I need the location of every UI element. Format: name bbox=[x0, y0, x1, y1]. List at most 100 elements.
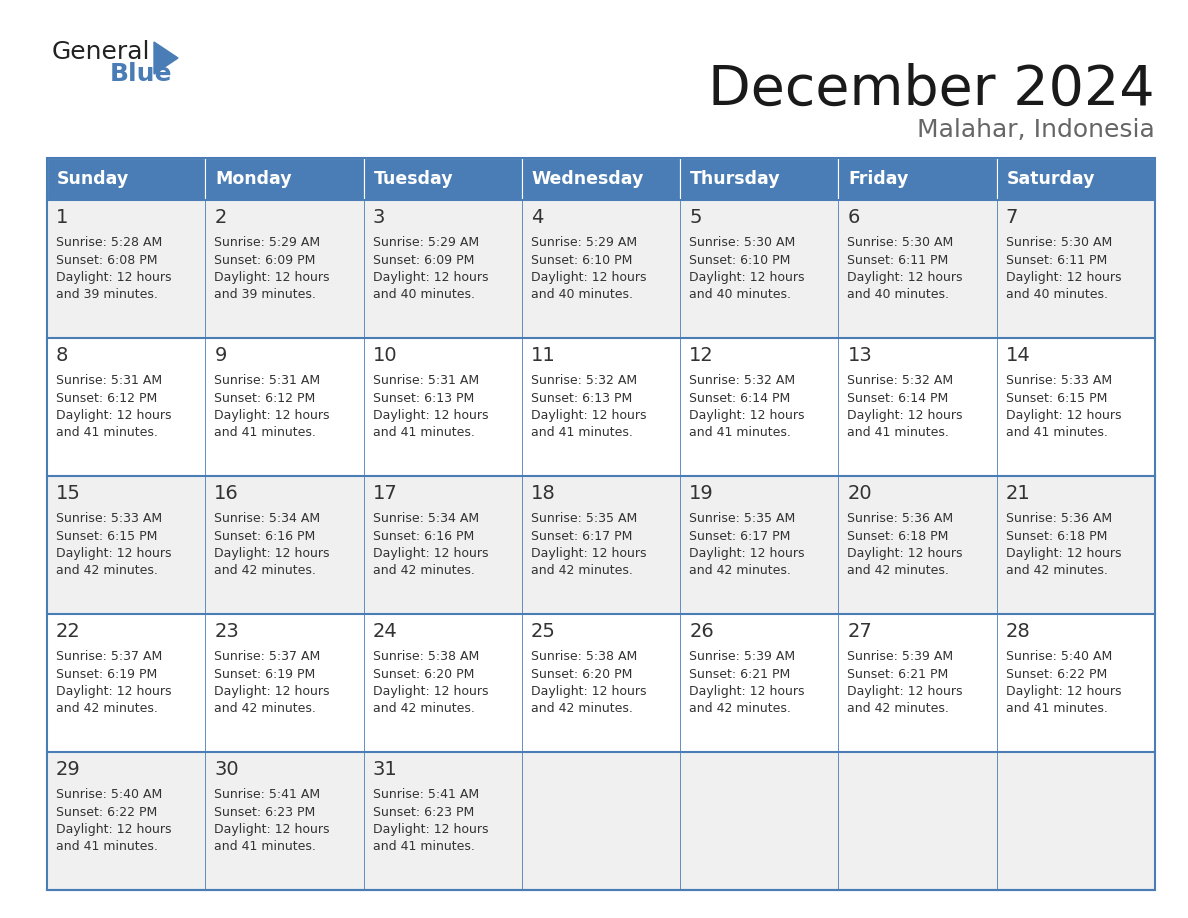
Text: and 41 minutes.: and 41 minutes. bbox=[214, 427, 316, 440]
Text: Daylight: 12 hours: Daylight: 12 hours bbox=[847, 271, 963, 284]
Text: Sunset: 6:17 PM: Sunset: 6:17 PM bbox=[689, 530, 790, 543]
Text: and 40 minutes.: and 40 minutes. bbox=[531, 288, 633, 301]
Text: and 42 minutes.: and 42 minutes. bbox=[214, 702, 316, 715]
Text: Sunset: 6:18 PM: Sunset: 6:18 PM bbox=[1006, 530, 1107, 543]
Text: Sunrise: 5:31 AM: Sunrise: 5:31 AM bbox=[373, 374, 479, 387]
Text: 25: 25 bbox=[531, 622, 556, 641]
Text: Sunrise: 5:35 AM: Sunrise: 5:35 AM bbox=[689, 512, 796, 525]
Text: Daylight: 12 hours: Daylight: 12 hours bbox=[1006, 409, 1121, 422]
Text: and 40 minutes.: and 40 minutes. bbox=[847, 288, 949, 301]
Text: Daylight: 12 hours: Daylight: 12 hours bbox=[689, 685, 804, 698]
Text: 27: 27 bbox=[847, 622, 872, 641]
Text: Sunset: 6:10 PM: Sunset: 6:10 PM bbox=[531, 253, 632, 266]
Text: and 41 minutes.: and 41 minutes. bbox=[1006, 702, 1107, 715]
Text: and 42 minutes.: and 42 minutes. bbox=[214, 565, 316, 577]
Text: Sunrise: 5:35 AM: Sunrise: 5:35 AM bbox=[531, 512, 637, 525]
Text: 9: 9 bbox=[214, 346, 227, 365]
Text: and 42 minutes.: and 42 minutes. bbox=[531, 702, 633, 715]
Text: 7: 7 bbox=[1006, 208, 1018, 227]
Bar bbox=[48, 476, 1155, 614]
Text: Sunset: 6:15 PM: Sunset: 6:15 PM bbox=[56, 530, 157, 543]
Text: and 42 minutes.: and 42 minutes. bbox=[373, 702, 474, 715]
Text: Daylight: 12 hours: Daylight: 12 hours bbox=[214, 823, 330, 836]
Text: Friday: Friday bbox=[848, 170, 909, 188]
Text: Sunset: 6:08 PM: Sunset: 6:08 PM bbox=[56, 253, 158, 266]
Text: 2: 2 bbox=[214, 208, 227, 227]
Text: Sunset: 6:17 PM: Sunset: 6:17 PM bbox=[531, 530, 632, 543]
Text: Daylight: 12 hours: Daylight: 12 hours bbox=[373, 409, 488, 422]
Text: Sunrise: 5:34 AM: Sunrise: 5:34 AM bbox=[373, 512, 479, 525]
Text: Sunday: Sunday bbox=[57, 170, 129, 188]
Text: 24: 24 bbox=[373, 622, 397, 641]
Text: 28: 28 bbox=[1006, 622, 1030, 641]
Text: Daylight: 12 hours: Daylight: 12 hours bbox=[531, 409, 646, 422]
Text: Sunrise: 5:29 AM: Sunrise: 5:29 AM bbox=[373, 236, 479, 249]
Text: Sunrise: 5:32 AM: Sunrise: 5:32 AM bbox=[531, 374, 637, 387]
Text: Sunset: 6:09 PM: Sunset: 6:09 PM bbox=[373, 253, 474, 266]
Text: and 42 minutes.: and 42 minutes. bbox=[56, 702, 158, 715]
Text: Daylight: 12 hours: Daylight: 12 hours bbox=[56, 823, 171, 836]
Text: Sunset: 6:19 PM: Sunset: 6:19 PM bbox=[214, 667, 316, 680]
Text: and 41 minutes.: and 41 minutes. bbox=[531, 427, 633, 440]
Text: Sunrise: 5:31 AM: Sunrise: 5:31 AM bbox=[56, 374, 162, 387]
Text: and 41 minutes.: and 41 minutes. bbox=[373, 427, 474, 440]
Text: and 42 minutes.: and 42 minutes. bbox=[1006, 565, 1107, 577]
Text: Tuesday: Tuesday bbox=[373, 170, 453, 188]
Text: 18: 18 bbox=[531, 484, 556, 503]
Text: Daylight: 12 hours: Daylight: 12 hours bbox=[373, 823, 488, 836]
Text: Sunset: 6:18 PM: Sunset: 6:18 PM bbox=[847, 530, 949, 543]
Text: and 41 minutes.: and 41 minutes. bbox=[373, 841, 474, 854]
Text: and 42 minutes.: and 42 minutes. bbox=[373, 565, 474, 577]
Text: 21: 21 bbox=[1006, 484, 1030, 503]
Text: Sunset: 6:11 PM: Sunset: 6:11 PM bbox=[1006, 253, 1107, 266]
Bar bbox=[997, 158, 1155, 200]
Text: and 39 minutes.: and 39 minutes. bbox=[214, 288, 316, 301]
Text: Sunrise: 5:41 AM: Sunrise: 5:41 AM bbox=[214, 788, 321, 801]
Text: and 40 minutes.: and 40 minutes. bbox=[373, 288, 474, 301]
Text: and 41 minutes.: and 41 minutes. bbox=[689, 427, 791, 440]
Text: Daylight: 12 hours: Daylight: 12 hours bbox=[56, 271, 171, 284]
Text: Daylight: 12 hours: Daylight: 12 hours bbox=[689, 409, 804, 422]
Text: and 41 minutes.: and 41 minutes. bbox=[56, 427, 158, 440]
Text: and 42 minutes.: and 42 minutes. bbox=[689, 702, 791, 715]
Text: Sunrise: 5:33 AM: Sunrise: 5:33 AM bbox=[56, 512, 162, 525]
Text: Sunrise: 5:28 AM: Sunrise: 5:28 AM bbox=[56, 236, 163, 249]
Text: Monday: Monday bbox=[215, 170, 292, 188]
Bar bbox=[48, 158, 1155, 890]
Text: Sunset: 6:22 PM: Sunset: 6:22 PM bbox=[1006, 667, 1107, 680]
Text: 20: 20 bbox=[847, 484, 872, 503]
Text: Sunrise: 5:33 AM: Sunrise: 5:33 AM bbox=[1006, 374, 1112, 387]
Text: 10: 10 bbox=[373, 346, 397, 365]
Bar bbox=[48, 752, 1155, 890]
Text: Daylight: 12 hours: Daylight: 12 hours bbox=[373, 271, 488, 284]
Text: 5: 5 bbox=[689, 208, 702, 227]
Text: Sunrise: 5:30 AM: Sunrise: 5:30 AM bbox=[847, 236, 954, 249]
Text: Daylight: 12 hours: Daylight: 12 hours bbox=[689, 547, 804, 560]
Text: 31: 31 bbox=[373, 760, 397, 779]
Text: Sunset: 6:20 PM: Sunset: 6:20 PM bbox=[531, 667, 632, 680]
Text: Daylight: 12 hours: Daylight: 12 hours bbox=[847, 685, 963, 698]
Text: Daylight: 12 hours: Daylight: 12 hours bbox=[531, 547, 646, 560]
Text: Daylight: 12 hours: Daylight: 12 hours bbox=[373, 547, 488, 560]
Text: Sunset: 6:12 PM: Sunset: 6:12 PM bbox=[214, 391, 316, 405]
Text: Daylight: 12 hours: Daylight: 12 hours bbox=[214, 547, 330, 560]
Text: Sunrise: 5:38 AM: Sunrise: 5:38 AM bbox=[373, 650, 479, 663]
Text: Daylight: 12 hours: Daylight: 12 hours bbox=[1006, 547, 1121, 560]
Text: 30: 30 bbox=[214, 760, 239, 779]
Text: Sunset: 6:19 PM: Sunset: 6:19 PM bbox=[56, 667, 157, 680]
Text: Daylight: 12 hours: Daylight: 12 hours bbox=[531, 271, 646, 284]
Text: Daylight: 12 hours: Daylight: 12 hours bbox=[56, 685, 171, 698]
Text: Daylight: 12 hours: Daylight: 12 hours bbox=[214, 685, 330, 698]
Bar bbox=[681, 158, 839, 200]
Text: Daylight: 12 hours: Daylight: 12 hours bbox=[1006, 685, 1121, 698]
Text: Daylight: 12 hours: Daylight: 12 hours bbox=[56, 547, 171, 560]
Text: Daylight: 12 hours: Daylight: 12 hours bbox=[56, 409, 171, 422]
Text: Sunset: 6:23 PM: Sunset: 6:23 PM bbox=[373, 805, 474, 819]
Text: 17: 17 bbox=[373, 484, 397, 503]
Text: Daylight: 12 hours: Daylight: 12 hours bbox=[847, 547, 963, 560]
Text: Sunrise: 5:37 AM: Sunrise: 5:37 AM bbox=[56, 650, 163, 663]
Text: and 42 minutes.: and 42 minutes. bbox=[847, 702, 949, 715]
Text: Daylight: 12 hours: Daylight: 12 hours bbox=[689, 271, 804, 284]
Text: Sunset: 6:20 PM: Sunset: 6:20 PM bbox=[373, 667, 474, 680]
Text: and 42 minutes.: and 42 minutes. bbox=[847, 565, 949, 577]
